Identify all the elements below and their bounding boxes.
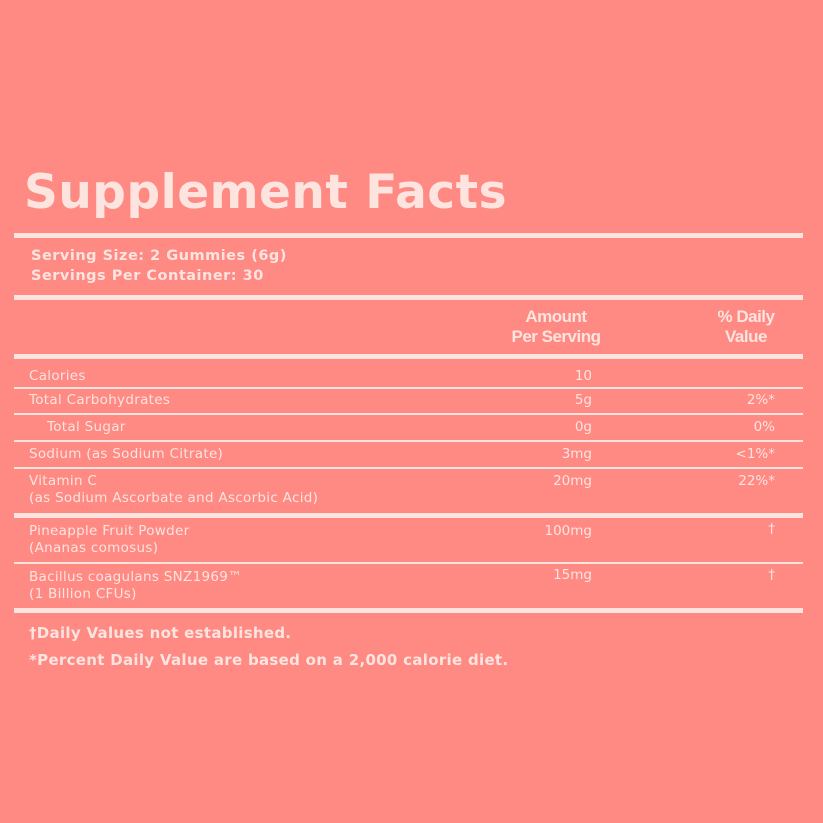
ingredient-subtitle: (Ananas comosus) bbox=[29, 540, 159, 556]
ingredient-amount: 100mg bbox=[544, 523, 593, 539]
ingredient-name: Bacillus coagulans SNZ1969™ bbox=[29, 569, 242, 585]
divider bbox=[14, 233, 803, 238]
nutrient-amount: 0g bbox=[574, 419, 592, 435]
nutrient-dv: <1%* bbox=[735, 446, 775, 462]
daily-value-header: % Daily Value bbox=[676, 307, 816, 347]
amount-header: Amount Per Serving bbox=[486, 307, 626, 347]
amount-header-line2: Per Serving bbox=[511, 327, 602, 346]
nutrient-name: Calories bbox=[29, 368, 86, 384]
serving-size: Serving Size: 2 Gummies (6g) bbox=[31, 248, 287, 264]
nutrient-dv: 22%* bbox=[738, 473, 775, 489]
ingredient-name: Pineapple Fruit Powder bbox=[29, 523, 190, 539]
nutrient-amount: 3mg bbox=[561, 446, 592, 462]
divider bbox=[14, 295, 803, 300]
ingredient-dv: † bbox=[768, 567, 775, 583]
ingredient-dv: † bbox=[768, 521, 775, 537]
footnote-daily-values: †Daily Values not established. bbox=[29, 624, 292, 642]
dv-header-line1: % Daily bbox=[717, 307, 775, 326]
nutrient-dv: 0% bbox=[753, 419, 775, 435]
nutrient-name: Sodium (as Sodium Citrate) bbox=[29, 446, 224, 462]
nutrient-amount: 20mg bbox=[553, 473, 592, 489]
nutrient-amount: 10 bbox=[574, 368, 592, 384]
servings-per-container: Servings Per Container: 30 bbox=[31, 268, 264, 284]
row-divider bbox=[14, 413, 803, 415]
row-divider bbox=[14, 467, 803, 469]
row-divider bbox=[14, 387, 803, 389]
row-divider bbox=[14, 440, 803, 442]
nutrient-name: Vitamin C bbox=[29, 473, 98, 489]
ingredient-amount: 15mg bbox=[553, 567, 592, 583]
divider bbox=[14, 608, 803, 613]
footnote-percent-dv: *Percent Daily Value are based on a 2,00… bbox=[29, 651, 509, 669]
divider bbox=[14, 513, 803, 518]
divider bbox=[14, 354, 803, 359]
nutrient-name: Total Carbohydrates bbox=[29, 392, 171, 408]
nutrient-dv: 2%* bbox=[746, 392, 775, 408]
amount-header-line1: Amount bbox=[525, 307, 587, 326]
nutrient-name: Total Sugar bbox=[47, 419, 126, 435]
nutrient-amount: 5g bbox=[574, 392, 592, 408]
ingredient-subtitle: (1 Billion CFUs) bbox=[29, 586, 137, 602]
dv-header-line2: Value bbox=[725, 327, 767, 346]
nutrient-subtitle: (as Sodium Ascorbate and Ascorbic Acid) bbox=[29, 490, 319, 506]
row-divider bbox=[14, 562, 803, 564]
page-title: Supplement Facts bbox=[24, 165, 508, 220]
